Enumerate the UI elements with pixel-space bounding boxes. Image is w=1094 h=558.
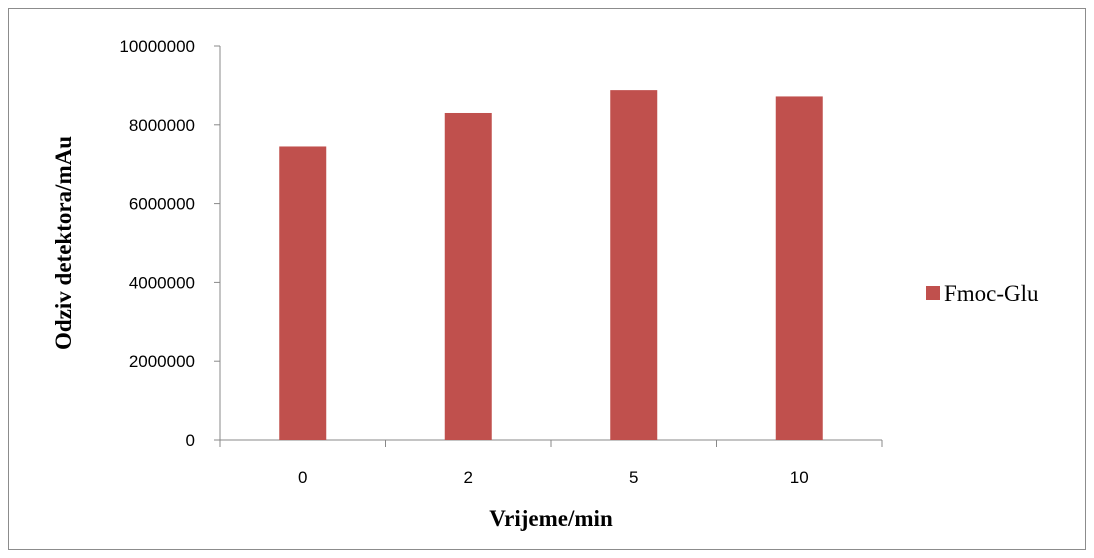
y-tick-label: 2000000: [129, 352, 195, 371]
bar: [775, 96, 823, 440]
y-tick-label: 6000000: [129, 195, 195, 214]
x-tick-label: 10: [790, 468, 809, 487]
legend-swatch: [926, 286, 940, 300]
x-tick-label: 2: [464, 468, 473, 487]
legend: Fmoc-Glu: [926, 281, 1039, 306]
bar-series: [279, 90, 823, 441]
chart-area: [8, 8, 1086, 550]
x-axis-title: Vrijeme/min: [489, 506, 613, 531]
bar: [279, 146, 327, 440]
y-axis: 0 2000000 4000000 6000000 8000000 10000000: [119, 37, 221, 450]
legend-label: Fmoc-Glu: [944, 281, 1039, 306]
y-axis-title: Odziv detektora/mAu: [51, 136, 76, 350]
y-tick-label: 4000000: [129, 273, 195, 292]
y-tick-label: 10000000: [119, 37, 195, 56]
y-tick-label: 0: [186, 431, 195, 450]
bar: [444, 112, 492, 440]
x-tick-label: 5: [629, 468, 638, 487]
y-tick-label: 8000000: [129, 116, 195, 135]
bar: [610, 90, 658, 441]
x-axis: 0 2 5 10: [219, 439, 883, 487]
x-tick-label: 0: [298, 468, 307, 487]
